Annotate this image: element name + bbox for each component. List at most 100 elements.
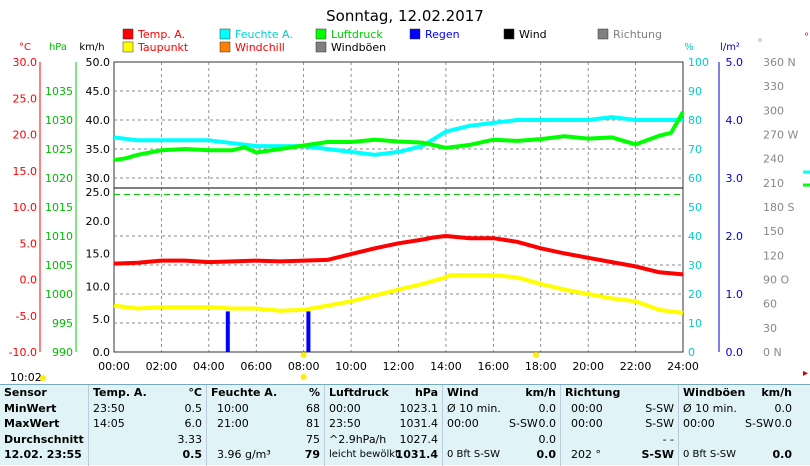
humidity-avg: 75 — [306, 432, 320, 446]
unit-degree: ° — [758, 38, 763, 49]
pressure-min: 1023.1 — [399, 401, 439, 415]
pressure-title: Luftdruck — [329, 386, 389, 399]
temp-now: 0.5 — [182, 448, 203, 461]
pressure-max-time: 23:50 — [329, 417, 361, 430]
wind-tick-label: 20.0 — [86, 215, 111, 228]
direction-tick-label: 240 — [763, 153, 784, 166]
legend-label: Windchill — [235, 41, 285, 54]
wind-tick-label: 40.0 — [86, 114, 111, 127]
time-tick-label: 24:00 — [667, 360, 699, 373]
scroll-arrow-icon[interactable]: ▸ — [802, 368, 808, 379]
percent-tick-label: 80 — [688, 114, 702, 127]
series-line-temp-a- — [113, 234, 684, 277]
wind-tick-label: 25.0 — [86, 186, 111, 199]
wind-max-time: 00:00 — [447, 417, 479, 430]
time-tick-label: 14:00 — [430, 360, 462, 373]
wind-tick-label: 45.0 — [86, 85, 111, 98]
legend-label: Temp. A. — [137, 28, 185, 41]
sunset-marker — [533, 352, 540, 358]
pressure-min-time: 00:00 — [329, 401, 361, 415]
direction-max: S-SW — [645, 417, 674, 430]
direction-tick-label: 210 — [763, 177, 784, 190]
time-tick-label: 08:00 — [288, 360, 320, 373]
sun-indicator-icon — [40, 375, 46, 381]
temp-min: 0.5 — [184, 401, 203, 415]
sunrise-marker — [300, 352, 307, 358]
direction-tick-label: 0 N — [763, 346, 782, 359]
sensor-header: Sensor — [4, 386, 47, 399]
wind-unit: km/h — [525, 386, 556, 399]
direction-tick-label: 120 — [763, 249, 784, 262]
series-line-taupunkt — [113, 273, 684, 315]
legend-label: Taupunkt — [137, 41, 189, 54]
legend-label: Wind — [519, 28, 547, 41]
legend-swatch — [122, 41, 134, 53]
current-time-label: 10:02 — [10, 371, 42, 384]
direction-avg: - - — [662, 432, 674, 446]
avg-label: Durchschnitt — [4, 432, 84, 446]
gust-unit: km/h — [761, 386, 792, 399]
humidity-column: Feuchte A.% 10:00 68 21:00 81 75 3.96 g/m³… — [206, 385, 324, 466]
temp-avg: 3.33 — [177, 432, 203, 446]
wind-tick-label: 0.0 — [93, 346, 111, 359]
gust-beaufort: 0 Bft S-SW — [683, 449, 737, 460]
direction-tick-label: 150 — [763, 225, 784, 238]
time-tick-label: 10:00 — [335, 360, 367, 373]
wind-avg: 0.0 — [538, 432, 557, 446]
legend-swatch — [219, 28, 231, 40]
stats-label-column: Sensor MinWert MaxWert Durchschnitt 12.0… — [0, 385, 88, 466]
edge-marker: ° — [804, 32, 809, 43]
time-tick-label: 22:00 — [620, 360, 652, 373]
hpa-tick-label: 1010 — [45, 230, 73, 243]
direction-tick-label: 330 — [763, 80, 784, 93]
wind-tick-label: 10.0 — [86, 280, 111, 293]
percent-tick-label: 60 — [688, 172, 702, 185]
rain-tick-label: 4.0 — [726, 114, 744, 127]
rain-tick-label: 2.0 — [726, 230, 744, 243]
wind-tick-label: 35.0 — [86, 143, 111, 156]
wind-tick-label: 50.0 — [86, 56, 111, 69]
min-label: MinWert — [4, 401, 57, 415]
legend-swatch — [219, 41, 231, 53]
direction-column: Richtung 00:00 S-SW 00:00 S-SW - - 202 ° S-… — [560, 385, 678, 466]
hpa-tick-label: 990 — [52, 346, 73, 359]
direction-tick-label: 180 S — [763, 201, 794, 214]
humidity-min-time: 10:00 — [217, 401, 249, 415]
unit-hpa: hPa — [49, 42, 67, 53]
hpa-tick-label: 1000 — [45, 288, 73, 301]
legend-swatch — [503, 28, 515, 40]
gust-max-dir: S-SW — [745, 417, 774, 430]
rain-tick-label: 5.0 — [726, 56, 744, 69]
pressure-trend: ^2.9hPa/h — [329, 432, 387, 446]
temp-tick-label: 25.0 — [13, 92, 38, 105]
direction-title: Richtung — [565, 386, 621, 399]
rain-tick-label: 1.0 — [726, 288, 744, 301]
direction-tick-label: 270 W — [763, 129, 798, 142]
pressure-unit: hPa — [414, 386, 438, 399]
unit-rain: l/m² — [720, 42, 740, 53]
max-label: MaxWert — [4, 417, 60, 430]
direction-now: S-SW — [641, 448, 674, 461]
time-tick-label: 16:00 — [477, 360, 509, 373]
weather-chart: Sonntag, 12.02.2017 Temp. A. Feuchte A. Luf… — [9, 7, 810, 380]
rain-tick-label: 3.0 — [726, 172, 744, 185]
unit-percent: % — [684, 42, 694, 53]
unit-kmh: km/h — [79, 42, 104, 53]
wind-tick-label: 15.0 — [86, 248, 111, 261]
hpa-tick-label: 1015 — [45, 201, 73, 214]
gust-column: Windböen km/h Ø 10 min. 0.0 00:00 S-SW 0.0 0… — [678, 385, 796, 466]
temp-tick-label: -5.0 — [16, 310, 37, 323]
wind-max: 0.0 — [538, 417, 557, 430]
percent-tick-label: 30 — [688, 259, 702, 272]
hpa-tick-label: 1030 — [45, 114, 73, 127]
direction-tick-label: 300 — [763, 104, 784, 117]
wind-tick-label: 30.0 — [86, 172, 111, 185]
direction-max-time: 00:00 — [571, 417, 603, 430]
pressure-avg: 1027.4 — [399, 432, 439, 446]
series-line-luftdruck — [113, 110, 685, 162]
temp-min-time: 23:50 — [93, 401, 125, 415]
temp-max-time: 14:05 — [93, 417, 125, 430]
percent-tick-label: 70 — [688, 143, 702, 156]
legend-swatch — [597, 28, 609, 40]
legend-label: Feuchte A. — [235, 28, 293, 41]
